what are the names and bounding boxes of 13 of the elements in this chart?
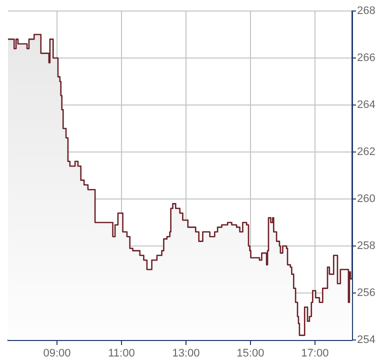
y-tick-label: 258 — [357, 240, 376, 252]
y-tick-label: 260 — [357, 193, 376, 206]
y-tick-label: 266 — [357, 52, 376, 64]
y-tick-label: 254 — [357, 334, 376, 346]
x-tick-label: 11:00 — [108, 348, 135, 360]
x-tick-label: 09:00 — [43, 348, 71, 360]
y-tick-label: 264 — [357, 99, 376, 112]
y-tick-label: 268 — [357, 5, 376, 18]
x-tick-label: 15:00 — [236, 348, 264, 360]
x-tick-label: 17:00 — [301, 348, 329, 360]
y-tick-label: 262 — [357, 146, 376, 158]
x-tick-label: 13:00 — [172, 348, 200, 360]
y-tick-label: 256 — [357, 287, 376, 300]
